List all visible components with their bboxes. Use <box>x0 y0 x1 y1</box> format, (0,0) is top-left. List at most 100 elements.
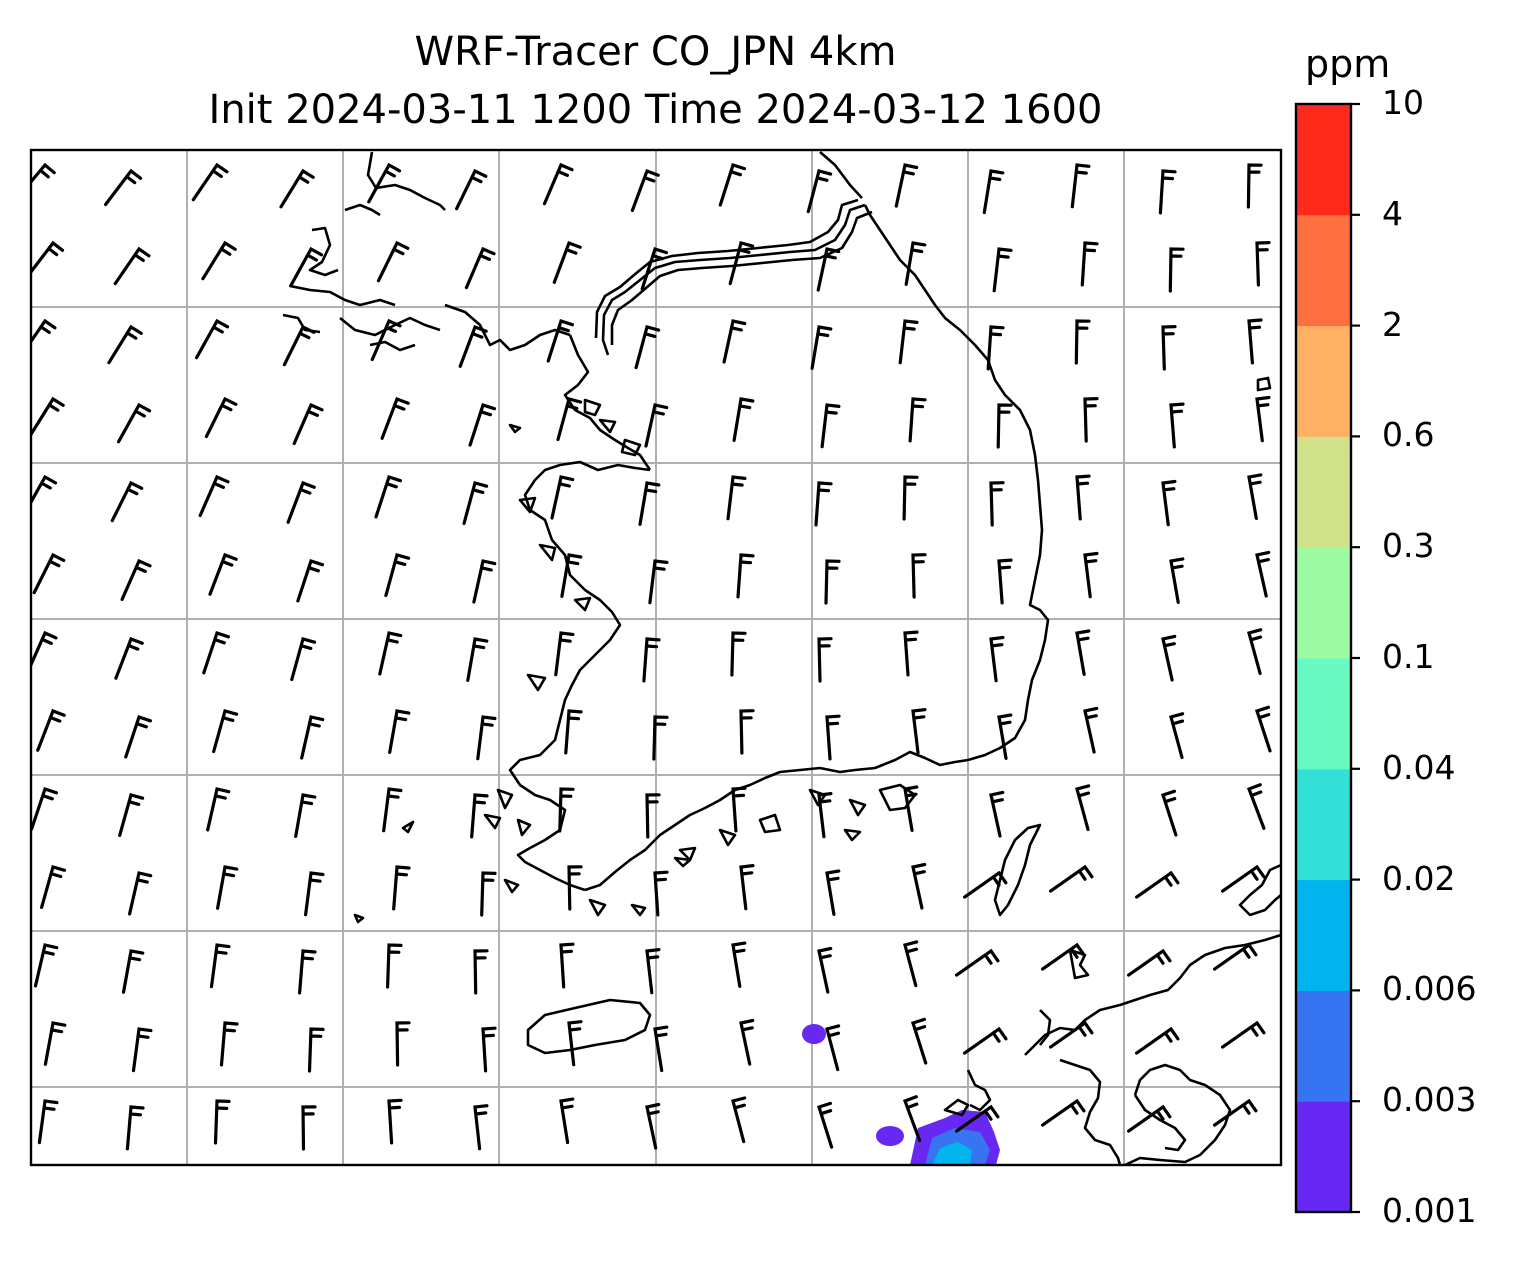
colorbar-tick-label: 0.6 <box>1382 415 1435 455</box>
wind-barb <box>208 552 238 596</box>
wind-barb <box>107 324 143 365</box>
wind-barb <box>1169 712 1185 760</box>
coastline-korea <box>718 828 737 847</box>
wind-barb <box>1161 325 1177 371</box>
wind-barb <box>204 396 238 439</box>
wind-barb <box>202 630 230 675</box>
national-border <box>601 203 866 356</box>
wind-barb <box>286 480 316 524</box>
wind-barb <box>466 637 489 682</box>
tracer-patch <box>876 1126 904 1146</box>
wind-barb <box>36 708 66 752</box>
coastline-korea <box>573 596 592 612</box>
wind-barb <box>382 787 403 833</box>
coastline-korea <box>503 878 520 894</box>
wind-barb <box>31 630 58 669</box>
colorbar-tick-label: 10 <box>1382 83 1424 122</box>
colorbar-tick-label: 0.02 <box>1382 858 1456 898</box>
coastline-korea <box>758 813 782 834</box>
wind-barb <box>559 942 575 989</box>
colorbar-segment <box>1296 1101 1351 1213</box>
colorbar-tick-label: 2 <box>1382 304 1403 344</box>
wind-barb <box>374 474 402 519</box>
wind-barb <box>473 1104 489 1151</box>
wind-barb <box>963 870 1008 899</box>
coastline-china <box>289 284 396 307</box>
wind-barb <box>546 318 574 363</box>
coastline-korea <box>401 820 415 834</box>
wind-barb <box>911 862 927 910</box>
wind-barb <box>989 481 1005 527</box>
wind-barb <box>131 1027 153 1073</box>
wind-barb <box>1074 319 1091 365</box>
wind-barb <box>1083 706 1099 754</box>
wind-barb <box>1247 628 1263 676</box>
wind-barb <box>32 552 66 595</box>
wind-barb <box>1075 629 1091 676</box>
colorbar <box>1294 102 1360 1214</box>
wind-barb <box>911 553 927 599</box>
wind-barb <box>110 480 144 523</box>
wind-barb <box>728 241 755 286</box>
wind-barb <box>31 786 58 831</box>
wind-barb <box>997 713 1013 760</box>
wind-barb <box>473 949 489 995</box>
wind-barb <box>731 786 747 833</box>
wind-barb <box>289 246 324 288</box>
coastline-korea <box>878 783 917 812</box>
wind-barb <box>992 247 1013 293</box>
coastline-korea <box>808 788 827 807</box>
wind-barb <box>894 163 919 208</box>
colorbar-tick-label: 0.006 <box>1382 969 1477 1009</box>
coastline-japan <box>1238 863 1281 917</box>
coastline-korea <box>526 673 547 692</box>
wind-barb <box>630 168 660 212</box>
wind-barb <box>470 793 489 839</box>
wind-barb <box>462 481 489 526</box>
map-title-line-1: WRF-Tracer CO_JPN 4km <box>414 29 897 75</box>
wind-barb <box>1169 557 1185 604</box>
wind-barb <box>476 715 497 761</box>
wind-barb <box>718 162 746 207</box>
wind-barb <box>201 240 237 281</box>
wind-barb <box>1083 551 1099 599</box>
wind-barb <box>117 402 152 444</box>
wind-barb <box>806 169 833 214</box>
wind-barb <box>1041 942 1086 971</box>
wind-barb <box>206 787 231 832</box>
wind-barb <box>996 403 1013 449</box>
colorbar-tick-label: 0.04 <box>1382 747 1456 787</box>
wind-barb <box>567 1020 583 1067</box>
wind-barb <box>825 714 841 761</box>
wind-barb <box>294 793 317 838</box>
map-frame <box>29 148 1283 1167</box>
wind-barb <box>298 949 317 995</box>
coastline-china <box>344 203 381 217</box>
wind-barb <box>989 635 1005 683</box>
wind-barb <box>31 162 56 185</box>
wind-barb <box>301 1105 317 1151</box>
wind-barb <box>558 787 575 833</box>
coastline-korea <box>584 750 969 892</box>
coastline-korea <box>508 460 651 892</box>
wind-barb <box>634 325 661 370</box>
wind-barb <box>1041 1098 1086 1127</box>
wind-barb <box>904 241 927 286</box>
coastline-korea <box>538 543 557 562</box>
wind-barb <box>648 559 669 605</box>
wind-barb <box>1255 395 1271 443</box>
wind-barb <box>367 162 402 204</box>
wind-barb <box>645 1102 661 1150</box>
wind-barb <box>817 946 833 994</box>
colorbar-segment <box>1296 768 1351 881</box>
wind-barb <box>124 714 152 759</box>
wind-barb <box>37 1099 59 1145</box>
wind-barb <box>817 637 833 683</box>
wind-barb <box>118 793 145 837</box>
wind-barb <box>726 475 747 521</box>
wind-barb <box>731 1096 747 1144</box>
wind-barb <box>128 871 153 916</box>
wind-barb <box>955 1104 1000 1133</box>
wind-barb <box>731 941 747 988</box>
wind-barb <box>560 553 583 598</box>
